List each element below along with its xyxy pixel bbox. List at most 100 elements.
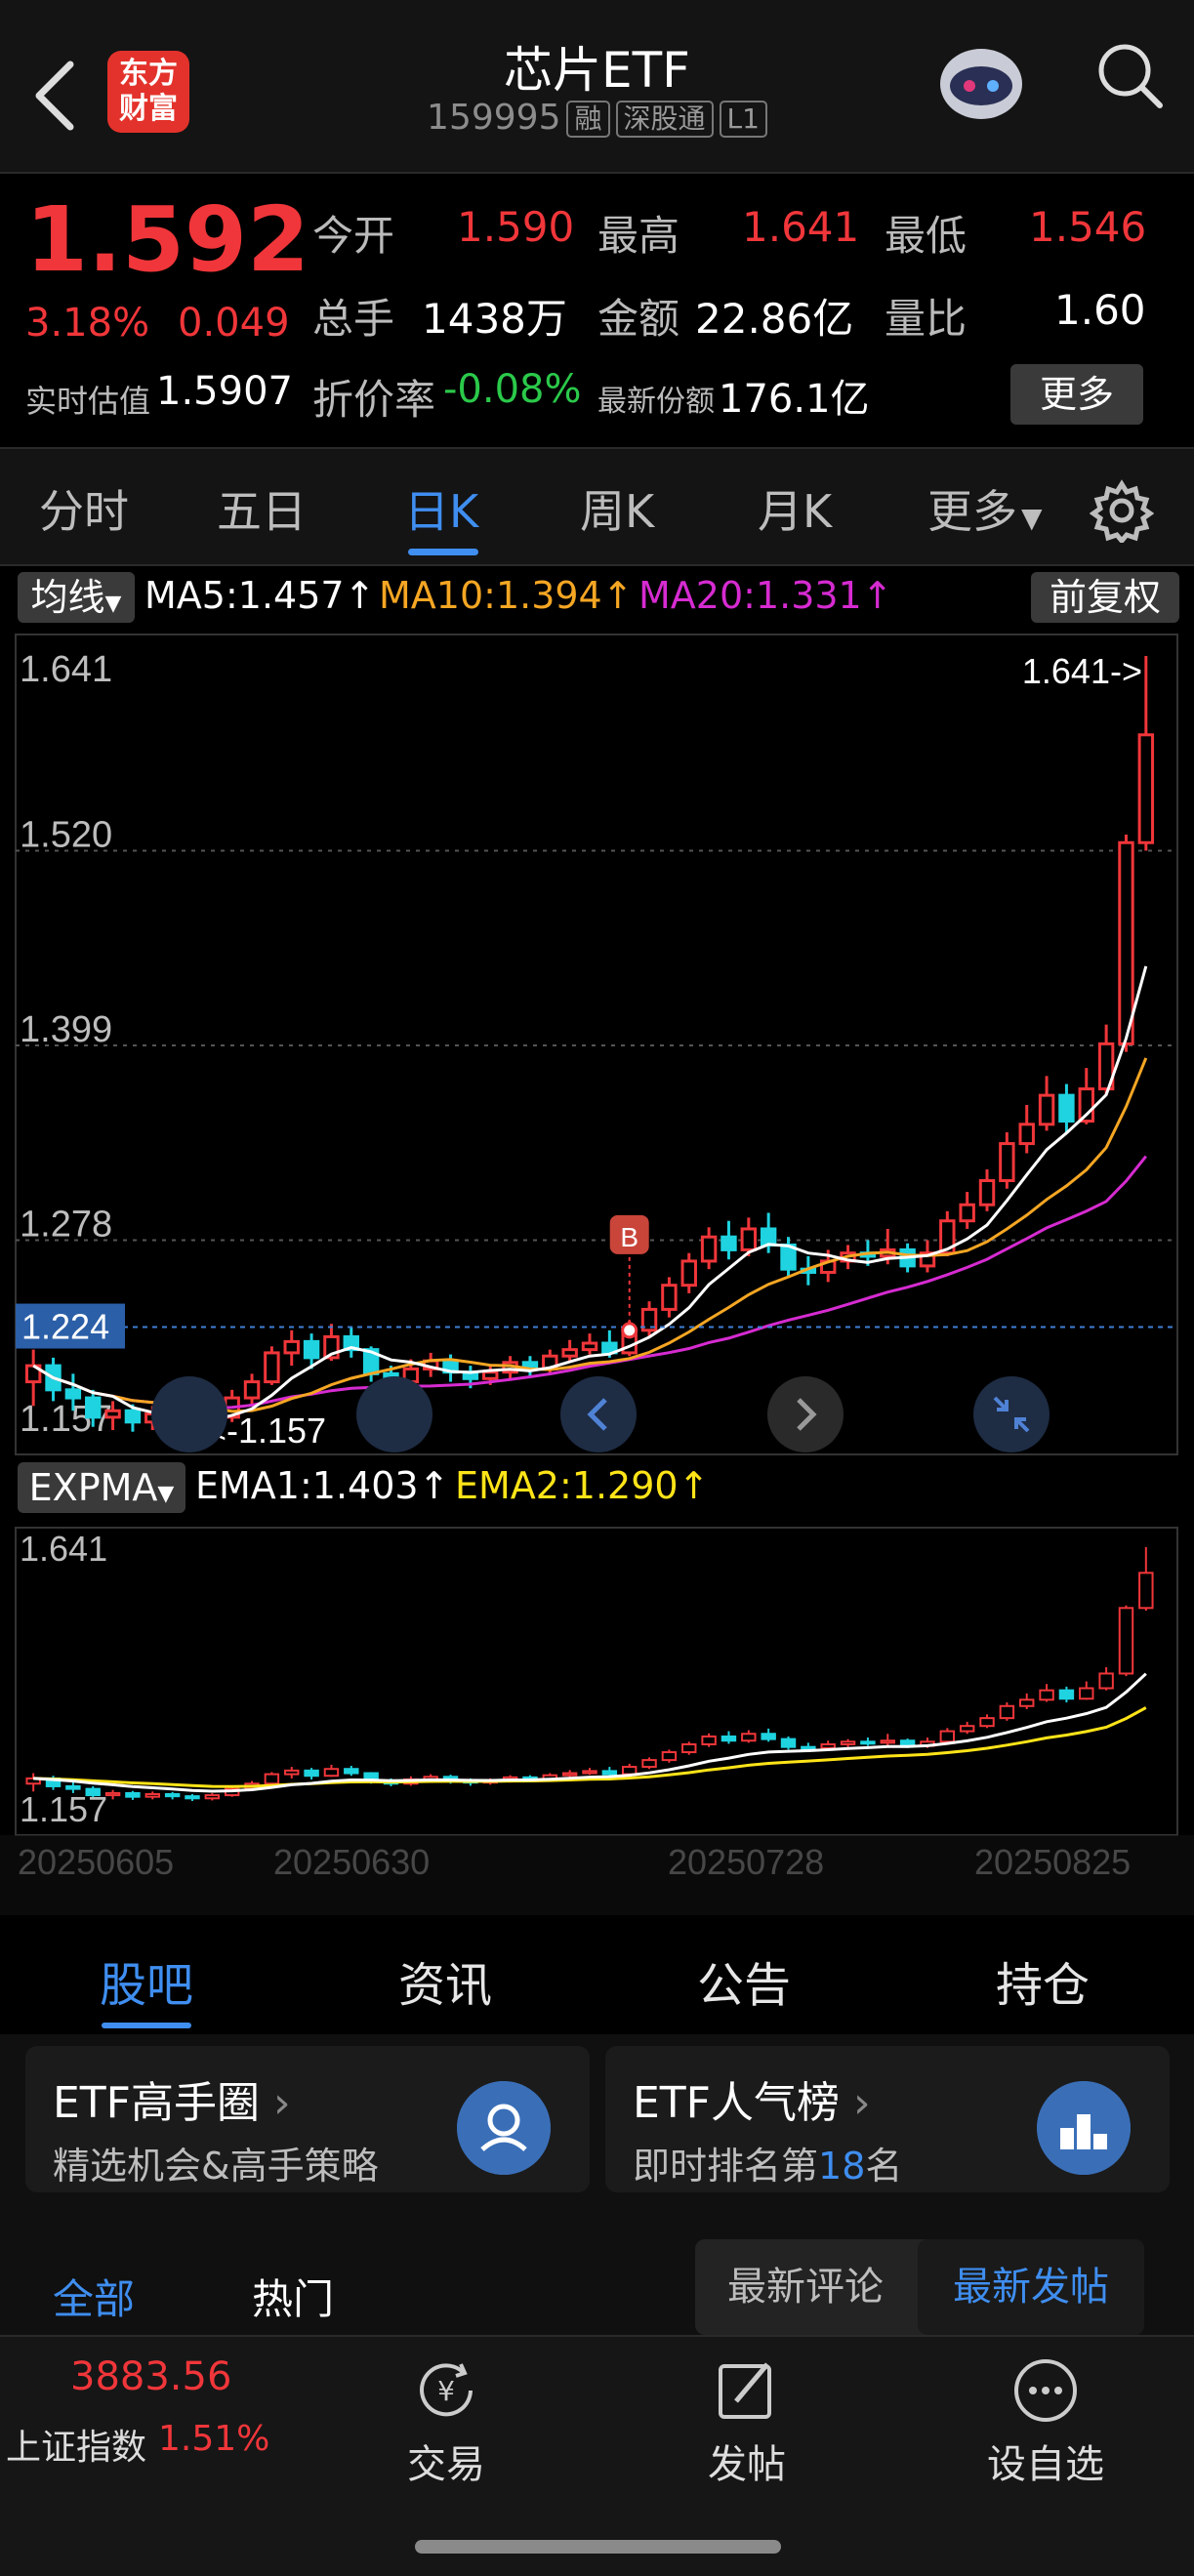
scroll-left-button[interactable] [560,1376,637,1452]
filter-all[interactable]: 全部 [53,2275,136,2323]
more-button[interactable]: 更多 [1010,364,1143,425]
sub-y-top-label: 1.641 [20,1529,107,1569]
sub-candle-body [85,1787,101,1797]
sub-candle-body [681,1742,697,1754]
expert-circle-icon [457,2081,551,2175]
candle-body [104,1409,121,1419]
open-value: 1.590 [457,203,575,251]
candle-body [283,1339,300,1355]
current-price-label: 1.224 [21,1307,109,1347]
sub-candle-body [1039,1689,1054,1701]
app-logo: 东方 财富 [107,51,189,133]
tab-daily-k[interactable]: 日K [404,485,479,538]
candle-body [999,1142,1015,1182]
change-percent: 3.18% [25,301,150,346]
sort-latest-post[interactable]: 最新发帖 [918,2239,1144,2335]
est-label: 实时估值 [25,383,151,420]
tab-forum[interactable]: 股吧 [100,1958,194,2013]
sort-segment: 最新评论 最新发帖 [695,2239,1144,2335]
candle-body [64,1388,82,1400]
back-arrow-icon[interactable] [29,59,78,133]
etf-popularity-title: ETF人气榜 › [633,2067,871,2130]
candle-body [760,1227,777,1247]
ema1-legend-text: EMA1:1.403 [195,1464,419,1507]
candle-body [124,1409,142,1424]
sub-indicator-selector[interactable]: EXPMA▼ [18,1462,185,1513]
sort-latest-comment[interactable]: 最新评论 [727,2265,884,2310]
etf-expert-title: ETF高手圈 › [53,2067,291,2130]
security-code-row: 159995 融深股通 L1 [0,98,1194,138]
sub-candle-body [164,1793,181,1798]
trade-yen-icon[interactable]: ¥ [412,2356,480,2425]
chevron-right-icon: › [853,2078,871,2128]
ma5-legend-text: MA5:1.457 [144,574,345,617]
etf-expert-card[interactable]: ETF高手圈 › 精选机会&高手策略 [25,2046,590,2192]
tab-announcements[interactable]: 公告 [697,1958,792,2013]
tab-more[interactable]: 更多 ▼ [927,476,1043,541]
candle-body [1097,1042,1115,1091]
y-axis-label: 1.278 [20,1205,112,1246]
index-value[interactable]: 3883.56 [70,2354,232,2399]
rank-suffix: 名 [865,2145,903,2188]
robot-assistant-icon[interactable] [932,39,1030,127]
candle-body [740,1227,758,1251]
buy-marker-text: B [620,1222,638,1252]
post-label[interactable]: 发帖 [708,2442,786,2487]
low-value: 1.546 [1029,203,1147,251]
dropdown-caret-icon: ▼ [104,592,122,616]
sub-candle-body [959,1725,975,1733]
est-value: 1.5907 [156,369,293,414]
etf-expert-subtitle: 精选机会&高手策略 [53,2145,379,2188]
candle-body [1058,1093,1075,1123]
candle-body [1118,840,1134,1045]
shares-value: 176.1亿 [719,377,870,422]
tab-more-label: 更多 [927,485,1017,538]
shares-label: 最新份额 [597,385,715,419]
scroll-right-button[interactable] [767,1376,844,1452]
add-watchlist-icon[interactable] [1011,2356,1080,2425]
tab-holdings[interactable]: 持仓 [996,1958,1091,2013]
current-price-tag [16,1303,125,1349]
tab-intraday[interactable]: 分时 [39,485,129,538]
sub-candle-body [721,1735,737,1742]
filter-hot[interactable]: 热门 [252,2275,335,2323]
volume-ratio-label: 量比 [885,295,968,343]
settings-gear-icon[interactable] [1090,478,1154,543]
index-percent: 1.51% [158,2419,270,2459]
tab-five-day[interactable]: 五日 [217,485,307,538]
search-icon[interactable] [1095,41,1164,111]
trade-label[interactable]: 交易 [407,2442,485,2487]
post-edit-icon[interactable] [713,2356,781,2425]
ema2-legend-text: EMA2:1.290 [455,1464,679,1507]
sub-candle-body [1098,1672,1114,1690]
adjust-mode-button[interactable]: 前复权 [1031,572,1179,623]
sub-candle-body [204,1794,221,1800]
zoom-out-button[interactable] [151,1376,227,1452]
sub-candle-body [641,1759,657,1769]
indicator-selector[interactable]: 均线▼ [18,572,135,623]
etf-expert-title-text: ETF高手圈 [53,2078,260,2128]
sub-candle-body [780,1738,797,1748]
page-title: 芯片ETF [504,42,690,99]
high-label: 最高 [597,212,680,260]
level-tag: L1 [719,101,767,138]
watchlist-label[interactable]: 设自选 [987,2442,1104,2487]
sub-y-bottom-label: 1.157 [20,1789,107,1829]
y-axis-label: 1.520 [20,815,112,856]
zoom-in-button[interactable] [356,1376,432,1452]
sub-candle-body [1019,1698,1035,1707]
tab-news[interactable]: 资讯 [398,1958,493,2013]
collapse-icon[interactable] [973,1376,1050,1452]
sub-candle-body [1079,1687,1094,1700]
ma5-legend: MA5:1.457↑ [144,574,376,617]
etf-popularity-card[interactable]: ETF人气榜 › 即时排名第18名 [605,2046,1170,2192]
sub-candle-body [144,1793,160,1798]
index-name[interactable]: 上证指数 [6,2428,147,2468]
candle-body [561,1348,578,1358]
sub-candle-body [880,1739,895,1744]
tab-monthly-k[interactable]: 月K [758,485,833,538]
kline-chart-svg[interactable]: 1.6411.5201.3991.2781.1571.2241.641-><-1… [0,566,1194,1918]
sub-indicator-label: EXPMA [28,1466,158,1509]
sub-candle-body [1138,1572,1154,1610]
tab-weekly-k[interactable]: 周K [580,485,655,538]
